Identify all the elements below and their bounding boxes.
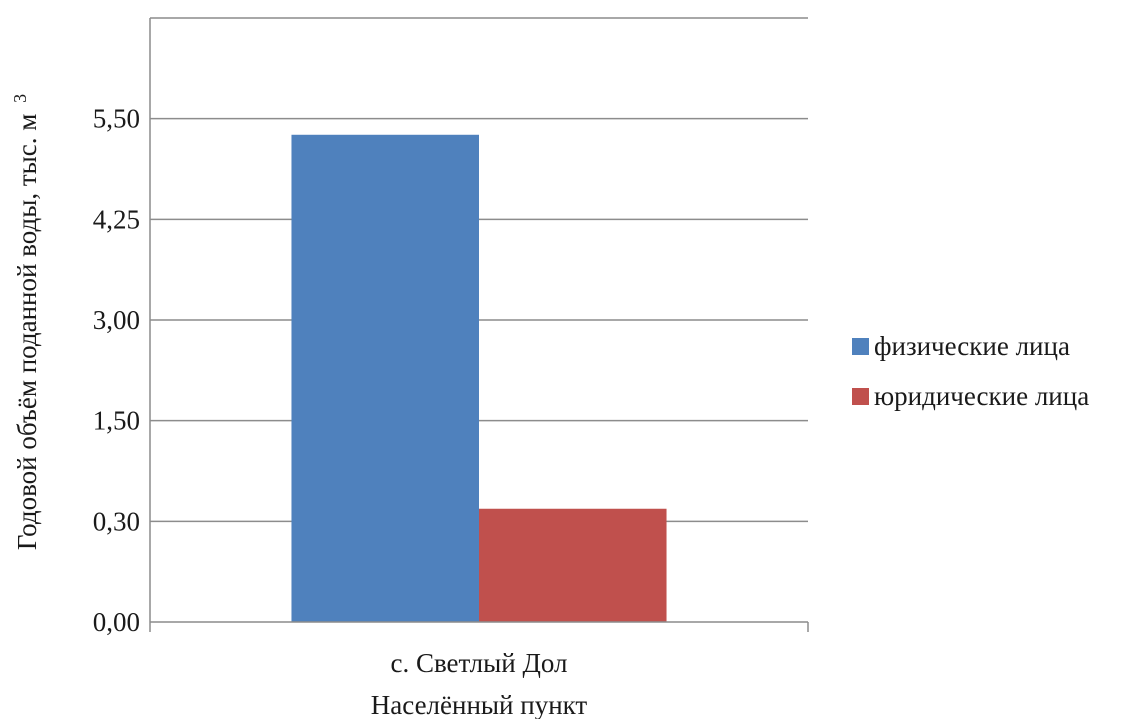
- legend-item-legal-entities: юридические лица: [852, 381, 1089, 411]
- x-axis-title: Населённый пункт: [371, 690, 588, 719]
- axes: [149, 18, 809, 632]
- y-tick-label: 0,30: [93, 506, 140, 536]
- y-tick-labels: 0,00 0,30 1,50 3,00 4,25 5,50: [93, 104, 140, 637]
- y-axis-title-superscript: 3: [10, 94, 30, 103]
- legend-label: юридические лица: [874, 381, 1089, 411]
- y-tick-label: 3,00: [93, 305, 140, 335]
- y-tick-label: 1,50: [93, 406, 140, 436]
- bar-legal-entities: [479, 508, 667, 622]
- legend-item-individuals: физические лица: [852, 331, 1070, 361]
- y-axis-title: Годовой объём поданной воды, тыс. м 3: [10, 94, 42, 550]
- y-axis-title-text: Годовой объём поданной воды, тыс. м: [12, 114, 42, 550]
- bars: [291, 134, 667, 623]
- legend: физические лица юридические лица: [852, 331, 1089, 411]
- x-tick-labels: с. Светлый Дол: [390, 648, 567, 678]
- y-tick-label: 5,50: [93, 104, 140, 134]
- legend-label: физические лица: [874, 331, 1070, 361]
- y-tick-label: 0,00: [93, 607, 140, 637]
- bar-individuals: [291, 134, 479, 623]
- legend-swatch: [852, 388, 869, 405]
- legend-swatch: [852, 338, 869, 355]
- y-tick-label: 4,25: [93, 204, 140, 234]
- x-tick-label: с. Светлый Дол: [390, 648, 567, 678]
